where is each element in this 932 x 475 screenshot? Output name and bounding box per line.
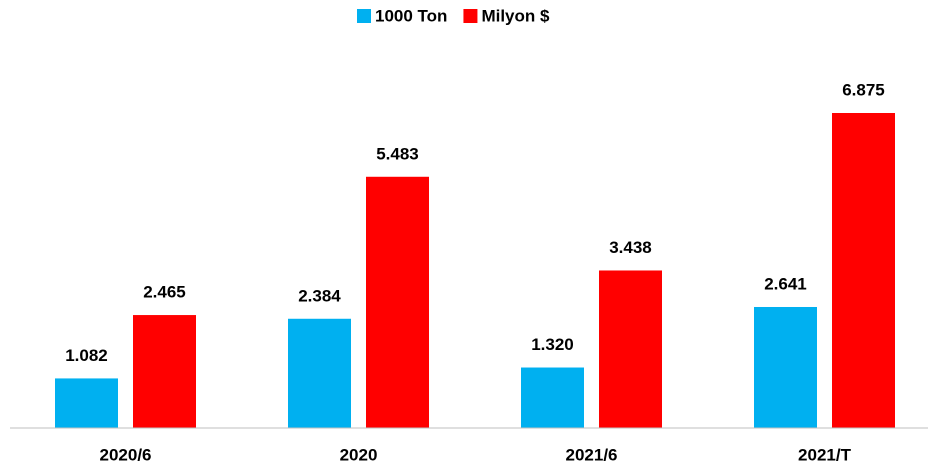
bar	[599, 270, 662, 428]
bar	[288, 318, 351, 428]
value-label: 1.320	[531, 335, 574, 354]
value-label: 6.875	[842, 80, 885, 99]
bar	[366, 176, 429, 428]
bar	[55, 378, 118, 428]
bar	[133, 315, 196, 428]
value-label: 2.465	[143, 283, 186, 302]
value-label: 5.483	[376, 144, 419, 163]
x-tick-label: 2021/T	[798, 445, 852, 464]
x-tick-label: 2021/6	[566, 445, 618, 464]
legend-swatch	[357, 9, 371, 23]
x-tick-label: 2020	[340, 445, 378, 464]
legend-label: Milyon $	[481, 6, 550, 25]
value-label: 2.641	[764, 274, 807, 293]
value-label: 2.384	[298, 286, 341, 305]
bar	[754, 306, 817, 428]
value-label: 1.082	[65, 346, 108, 365]
bar	[521, 367, 584, 428]
legend-label: 1000 Ton	[375, 6, 447, 25]
legend-swatch	[463, 9, 478, 23]
value-label: 3.438	[609, 238, 652, 257]
x-tick-label: 2020/6	[100, 445, 152, 464]
bar	[832, 113, 895, 428]
